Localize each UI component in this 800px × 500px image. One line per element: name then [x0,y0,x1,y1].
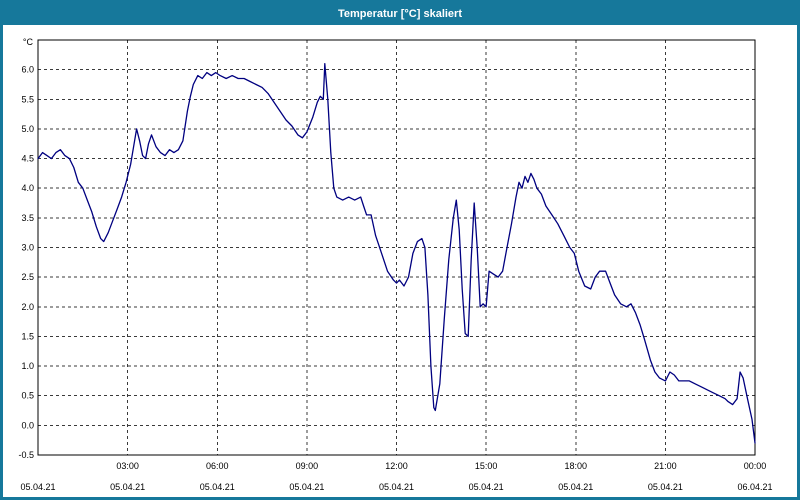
x-tick-date-label: 05.04.21 [110,482,145,492]
x-tick-date-label: 05.04.21 [469,482,504,492]
y-tick-label: 2.0 [21,302,34,312]
plot-border [37,39,756,456]
y-tick-label: 6.0 [21,65,34,75]
y-axis-unit-label: °C [23,37,34,47]
temperature-line-chart: -0.5 0.0 0.5 1.0 1.5 2.0 2.5 3.0 3.5 4.0 4.5 5.0 5.5… [18,37,772,492]
y-tick-label: 5.5 [21,94,34,104]
y-tick-label: 2.5 [21,272,34,282]
x-tick-time-label: 00:00 [744,461,767,471]
y-tick-label: 1.0 [21,361,34,371]
window-title: Temperatur [°C] skaliert [337,8,462,20]
x-tick-time-label: 06:00 [206,461,229,471]
y-tick-label: 5.0 [21,124,34,134]
y-tick-label: 0.5 [21,391,34,401]
x-tick-date-label: 05.04.21 [379,482,414,492]
x-tick-date-label: 05.04.21 [289,482,324,492]
x-tick-time-label: 09:00 [296,461,319,471]
x-tick-time-label: 21:00 [654,461,677,471]
y-tick-label: 1.5 [21,331,34,341]
temperature-series-line [37,63,756,444]
x-tick-date-label: 05.04.21 [200,482,235,492]
chart-area: -0.5 0.0 0.5 1.0 1.5 2.0 2.5 3.0 3.5 4.0 4.5 5.0 5.5… [3,25,797,497]
y-tick-label: 3.5 [21,213,34,223]
y-tick-label: -0.5 [18,450,34,460]
window-titlebar[interactable]: Temperatur [°C] skaliert [3,3,797,25]
y-tick-label: 0.0 [21,420,34,430]
x-tick-date-label: 06.04.21 [737,482,772,492]
x-tick-date-label: 05.04.21 [648,482,683,492]
y-tick-label: 4.0 [21,183,34,193]
y-tick-label: 3.0 [21,243,34,253]
x-tick-time-label: 03:00 [116,461,139,471]
x-tick-date-label: 05.04.21 [558,482,593,492]
x-tick-time-label: 12:00 [385,461,408,471]
x-tick-time-label: 15:00 [475,461,498,471]
x-tick-date-label: 05.04.21 [20,482,55,492]
y-tick-label: 4.5 [21,154,34,164]
x-tick-time-label: 18:00 [564,461,587,471]
